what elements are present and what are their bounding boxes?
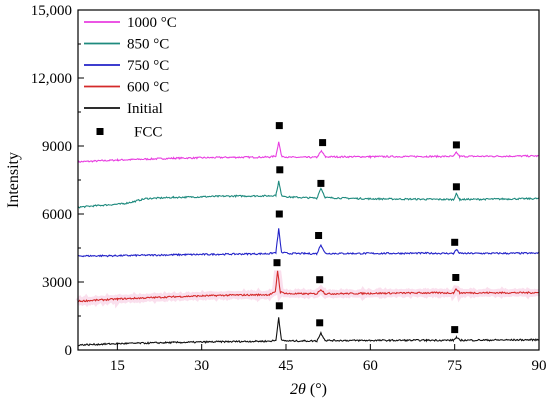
fcc-marker-2-0: [275, 210, 283, 218]
fcc-marker-0-1: [319, 139, 327, 147]
y-tick-label-0: 0: [65, 343, 73, 359]
fcc-marker-layer: [273, 122, 460, 334]
series-line-4: [77, 317, 540, 347]
x-tick-label-0: 15: [110, 358, 125, 374]
fcc-marker-4-1: [316, 319, 324, 327]
legend-marker-fcc: [96, 128, 104, 135]
legend-label-2: 750 °C: [127, 58, 169, 74]
series-line-2: [77, 228, 540, 258]
y-axis-label: Intensity: [5, 152, 22, 208]
fcc-marker-1-2: [452, 183, 460, 191]
y-tick-label-2: 6000: [42, 207, 72, 223]
fcc-marker-3-2: [452, 274, 460, 281]
y-tick-label-4: 12,000: [31, 71, 72, 87]
y-tick-label-3: 9000: [42, 139, 72, 155]
fcc-marker-0-2: [452, 141, 460, 149]
x-axis-label: 2θ (°): [290, 381, 327, 398]
fcc-marker-2-2: [451, 238, 459, 246]
y-tick-label-1: 3000: [42, 275, 72, 291]
x-tick-label-2: 45: [279, 358, 294, 374]
y-tick-label-5: 15,000: [31, 3, 72, 19]
x-axis-label-unit: (°): [310, 381, 327, 398]
legend-label-fcc: FCC: [134, 125, 162, 141]
x-tick-label-4: 75: [447, 358, 462, 374]
x-axis-label-symbol: 2θ: [290, 381, 306, 398]
fcc-marker-1-1: [317, 179, 325, 187]
fcc-marker-4-2: [451, 326, 459, 334]
fcc-marker-0-0: [275, 122, 283, 130]
x-tick-label-1: 30: [194, 358, 209, 374]
fcc-marker-1-0: [276, 166, 284, 174]
legend-label-4: Initial: [127, 101, 163, 117]
fcc-marker-2-1: [315, 232, 323, 239]
series-line-0: [77, 141, 540, 163]
fcc-marker-3-0: [273, 259, 281, 267]
tick-layer: 15 30 45 60 75 90 0 3000 6000 9000 12,000 15,000: [31, 3, 547, 374]
fcc-marker-3-1: [316, 276, 324, 284]
legend-label-1: 850 °C: [127, 37, 169, 53]
series-line-3: [77, 270, 540, 303]
legend: 1000 °C 850 °C 750 °C 600 °C Initial FCC: [84, 15, 177, 141]
legend-label-0: 1000 °C: [127, 15, 177, 31]
x-tick-label-5: 90: [532, 358, 547, 374]
fcc-marker-4-0: [275, 302, 283, 310]
series-layer: [77, 141, 540, 347]
x-tick-label-3: 60: [363, 358, 378, 374]
legend-label-3: 600 °C: [127, 80, 169, 96]
series-line-1: [77, 180, 540, 209]
